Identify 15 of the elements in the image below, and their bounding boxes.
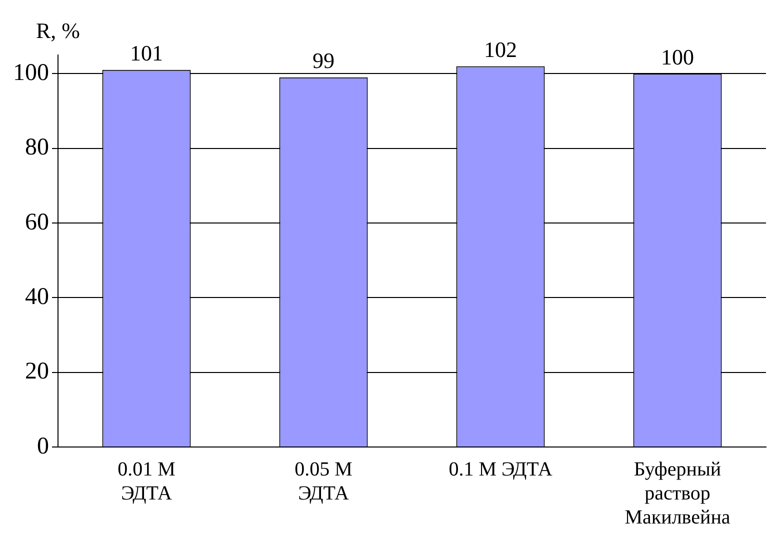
x-tick-label: 0.05 M ЭДТА xyxy=(294,458,353,504)
x-tick-label: Буферный раствор Макилвейна xyxy=(624,458,730,528)
y-tick-label: 0 xyxy=(37,433,49,460)
y-axis-title: R, % xyxy=(36,18,80,43)
x-tick-label: 0.01 M ЭДТА xyxy=(118,458,176,504)
data-label: 100 xyxy=(661,44,694,70)
data-label: 99 xyxy=(312,48,334,74)
data-label: 102 xyxy=(484,36,517,62)
y-tick-label: 80 xyxy=(25,134,49,161)
x-tick-label: 0.1 M ЭДТА xyxy=(448,458,553,480)
y-tick-label: 100 xyxy=(13,60,49,86)
y-tick-label: 20 xyxy=(25,358,49,385)
y-tick-label: 60 xyxy=(25,209,49,236)
data-label: 101 xyxy=(130,40,163,66)
y-tick-label: 40 xyxy=(25,284,49,310)
